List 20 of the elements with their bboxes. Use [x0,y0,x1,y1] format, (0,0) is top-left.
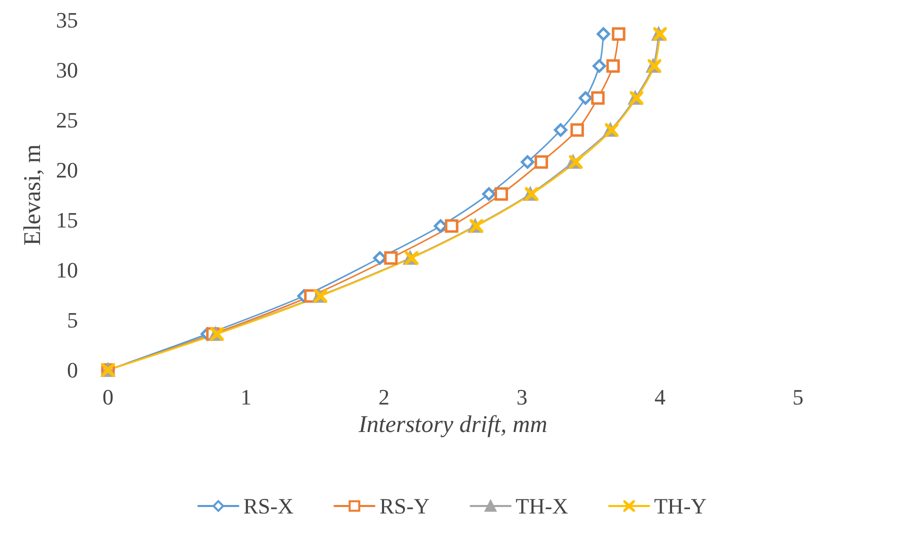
x-tick-label: 4 [654,384,666,410]
legend-label: TH-X [516,494,568,518]
x-tick-label: 5 [792,384,804,410]
legend-label: RS-X [243,494,294,518]
y-tick-label: 10 [56,258,78,282]
legend-label: RS-Y [379,494,430,518]
y-tick-label: 15 [56,208,78,232]
y-tick-label: 5 [67,308,78,332]
legend-label: TH-Y [654,494,707,518]
x-tick-label: 3 [516,384,528,410]
x-tick-label: 0 [102,384,114,410]
y-tick-label: 30 [56,58,78,82]
y-tick-label: 25 [56,108,78,132]
y-axis-title: Elevasi, m [20,144,46,246]
y-tick-label: 20 [56,158,78,182]
x-tick-label: 2 [378,384,390,410]
x-axis-title: Interstory drift, mm [358,412,548,438]
x-tick-label: 1 [240,384,252,410]
y-tick-label: 0 [67,358,78,382]
y-tick-label: 35 [56,8,78,32]
